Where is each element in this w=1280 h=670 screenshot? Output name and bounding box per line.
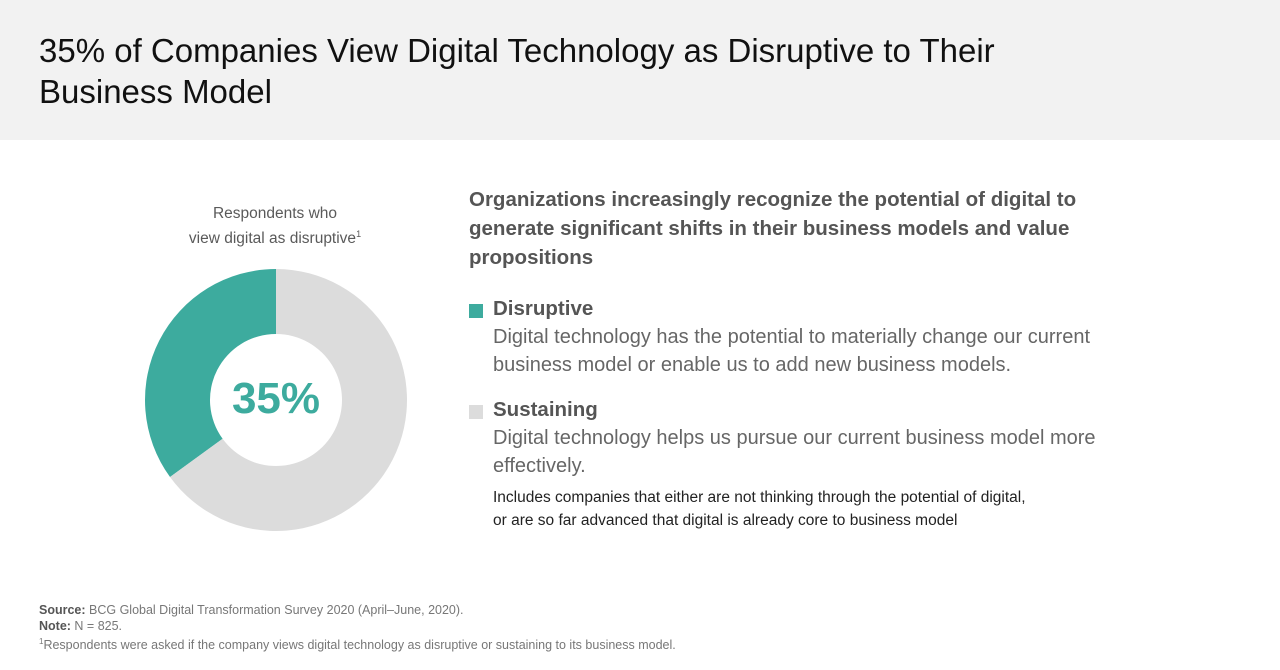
footnote-mark: 1 (39, 637, 44, 646)
note-line: Note: N = 825. (39, 618, 1239, 634)
chart-caption-line-1: Respondents who (212, 205, 338, 222)
legend-swatch-sustaining (469, 405, 483, 419)
donut-slice-disruptive (145, 269, 276, 477)
note-label: Note: (39, 619, 71, 633)
chart-caption: Respondents who view digital as disrupti… (150, 203, 400, 249)
legend-swatch-disruptive (469, 304, 483, 318)
legend-note-sustaining: Includes companies that either are not t… (493, 486, 1093, 532)
donut-chart: 35% (145, 269, 407, 531)
legend-description-disruptive: Digital technology has the potential to … (493, 326, 1091, 376)
legend-note-line-1: Includes companies that either are not t… (493, 489, 1026, 506)
title-banner: 35% of Companies View Digital Technology… (0, 0, 1280, 140)
chart-caption-text: view digital as disruptive (188, 230, 357, 248)
legend-note-line-2: or are so far advanced that digital is a… (493, 512, 958, 529)
headline: Organizations increasingly recognize the… (469, 188, 1077, 269)
source-line: Source: BCG Global Digital Transformatio… (39, 602, 1239, 618)
footnote-line: 1Respondents were asked if the company v… (39, 634, 1239, 653)
legend-title-disruptive: Disruptive (493, 297, 594, 320)
donut-slice-sustaining (170, 269, 407, 531)
donut-center-label: 35% (232, 374, 320, 423)
chart-caption-line-2: view digital as disruptive1 (150, 224, 400, 249)
page-title: 35% of Companies View Digital Technology… (39, 32, 995, 110)
legend-description-sustaining: Digital technology helps us pursue our c… (493, 427, 1096, 477)
footer-notes: Source: BCG Global Digital Transformatio… (39, 602, 1239, 653)
footnote-text: Respondents were asked if the company vi… (43, 638, 676, 653)
source-label: Source: (39, 603, 86, 617)
legend-title-sustaining: Sustaining (493, 398, 598, 421)
note-text: N = 825. (70, 619, 123, 633)
source-text: BCG Global Digital Transformation Survey… (85, 603, 464, 617)
chart-caption-footnote-mark: 1 (356, 229, 362, 239)
